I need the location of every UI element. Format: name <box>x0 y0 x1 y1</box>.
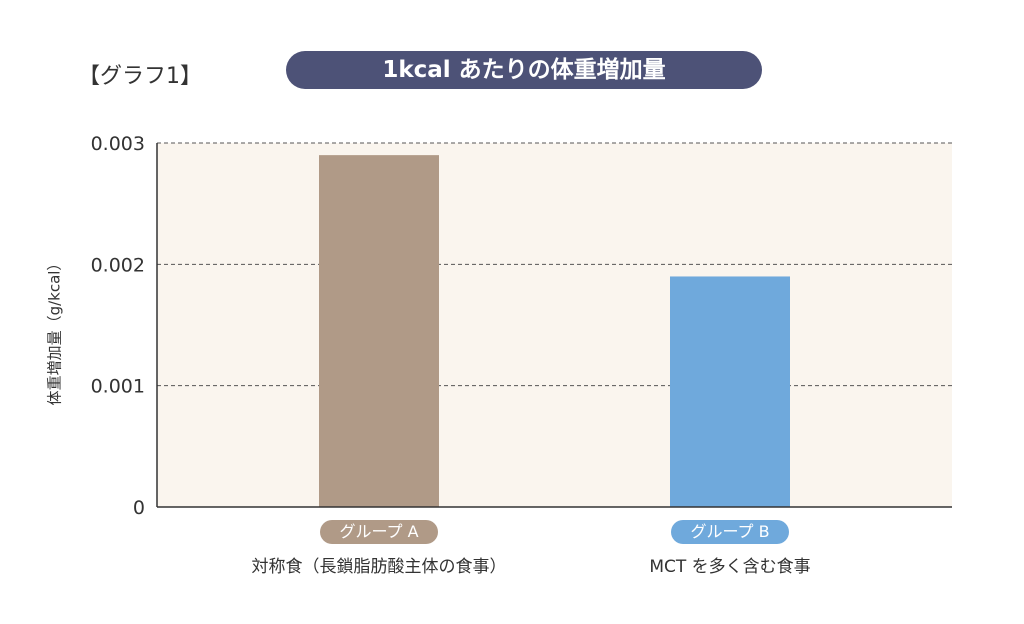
group-a-label: 対称食（長鎖脂肪酸主体の食事） <box>251 557 507 577</box>
plot-area <box>157 143 952 507</box>
bar-group-a <box>319 155 439 507</box>
y-tick-label: 0.003 <box>91 133 145 155</box>
y-tick-label: 0.001 <box>91 376 145 398</box>
bar-group-b <box>670 276 790 507</box>
group-b-badge: グループ B <box>671 520 789 544</box>
graph-tag: 【グラフ1】 <box>78 64 202 89</box>
group-a-badge: グループ A <box>320 520 438 544</box>
y-tick-label: 0 <box>133 497 145 519</box>
chart-title: 1kcal あたりの体重増加量 <box>286 51 762 89</box>
group-b-label: MCT を多く含む食事 <box>649 557 811 577</box>
y-tick-label: 0.002 <box>91 254 145 276</box>
